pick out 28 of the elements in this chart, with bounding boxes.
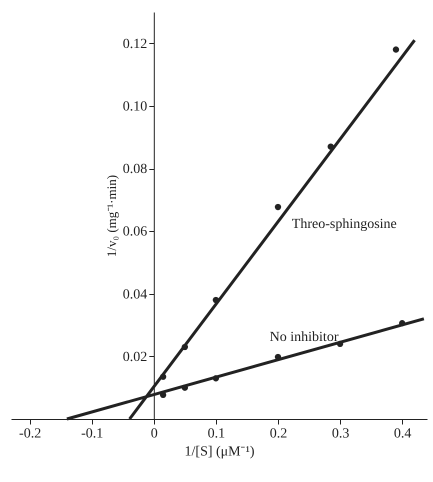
- point: [160, 374, 166, 380]
- x-tick-label: 0.2: [270, 426, 288, 442]
- point: [212, 375, 220, 382]
- x-tick-label: 0.4: [394, 426, 412, 442]
- point: [212, 296, 220, 304]
- y-tick-label: 0.12: [122, 36, 148, 52]
- point: [328, 143, 334, 150]
- point: [399, 320, 406, 326]
- x-tick-label: 0: [150, 426, 158, 442]
- point: [274, 204, 282, 210]
- y-tick-label: 0.06: [122, 224, 148, 240]
- y-tick-label: 0.02: [122, 350, 148, 365]
- point: [182, 384, 188, 391]
- point: [336, 340, 344, 348]
- x-axis-title: 1/[S] (μM⁻¹): [184, 444, 255, 460]
- y-tick-label: 0.10: [122, 99, 148, 114]
- x-tick-label: -0.1: [81, 426, 104, 442]
- point: [182, 344, 188, 350]
- x-tick-label: 0.1: [208, 426, 226, 442]
- y-tick-label: 0.04: [122, 287, 148, 302]
- point: [160, 392, 166, 398]
- x-tick-label: -0.2: [19, 426, 42, 442]
- y-tick-label: 0.08: [122, 162, 148, 178]
- point: [392, 46, 400, 53]
- y-axis-title: 1/v₀ (mg⁻¹·min): [104, 174, 119, 258]
- x-tick-label: 0.3: [332, 426, 350, 442]
- series-label: No inhibitor: [270, 330, 339, 345]
- series-label: Threo-sphingosine: [292, 217, 397, 232]
